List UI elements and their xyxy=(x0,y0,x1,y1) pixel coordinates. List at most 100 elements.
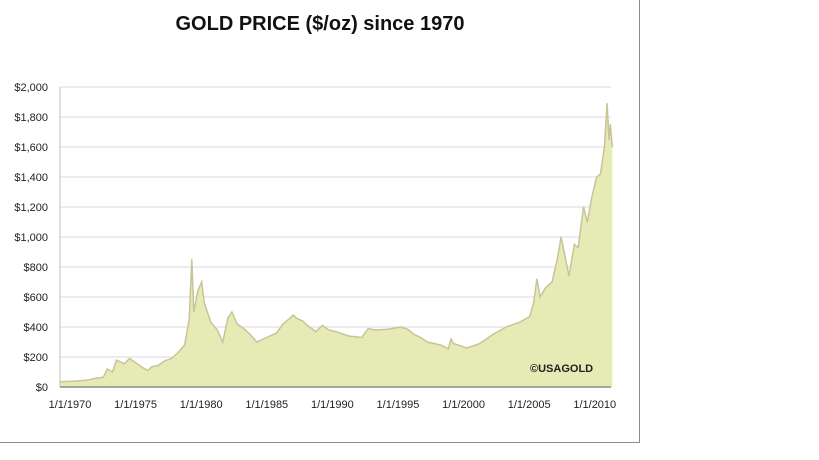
y-tick-label: $1,400 xyxy=(14,172,48,184)
data-point xyxy=(560,236,562,238)
data-point xyxy=(367,327,369,330)
y-tick-label: $600 xyxy=(24,292,48,304)
data-point xyxy=(606,102,608,105)
data-point xyxy=(475,344,477,346)
data-point xyxy=(177,351,179,354)
y-tick-label: $200 xyxy=(24,352,48,364)
data-point xyxy=(157,364,159,366)
x-tick-label: 1/1/1985 xyxy=(245,399,288,411)
data-point xyxy=(611,146,613,148)
y-tick-label: $1,800 xyxy=(14,112,48,124)
chart-title: GOLD PRICE ($/oz) since 1970 xyxy=(175,13,465,35)
data-point xyxy=(135,362,137,364)
data-point xyxy=(102,376,104,378)
data-point xyxy=(123,363,125,365)
data-point xyxy=(315,330,317,333)
x-tick-label: 1/1/2010 xyxy=(573,399,616,411)
data-point xyxy=(529,315,531,318)
x-tick-label: 1/1/1980 xyxy=(180,399,223,411)
chart-frame xyxy=(0,0,640,443)
data-point xyxy=(188,318,190,321)
x-tick-label: 1/1/1975 xyxy=(114,399,157,411)
data-point xyxy=(292,314,295,316)
data-point xyxy=(447,348,449,350)
y-tick-label: $800 xyxy=(24,262,48,274)
data-point xyxy=(603,146,606,148)
data-point xyxy=(201,281,203,283)
data-point xyxy=(551,281,553,283)
data-point xyxy=(111,371,114,373)
data-point xyxy=(420,336,422,339)
data-point xyxy=(282,323,284,325)
data-point xyxy=(536,278,538,280)
data-point xyxy=(321,324,323,327)
data-point xyxy=(193,311,195,313)
data-point xyxy=(400,326,402,328)
data-point xyxy=(269,335,271,337)
y-tick-label: $400 xyxy=(24,322,48,334)
data-point xyxy=(439,344,442,346)
data-point xyxy=(85,379,87,381)
data-point xyxy=(203,302,205,304)
data-point xyxy=(236,323,238,325)
data-point xyxy=(256,341,258,343)
data-point xyxy=(450,338,452,340)
data-point xyxy=(210,321,212,324)
data-point xyxy=(222,341,224,343)
y-tick-label: $1,600 xyxy=(14,142,48,154)
data-point xyxy=(227,317,229,319)
data-point xyxy=(231,311,233,313)
data-point xyxy=(599,173,602,175)
data-point xyxy=(151,366,153,368)
data-point xyxy=(426,341,428,343)
y-tick-label: $2,000 xyxy=(14,82,48,94)
data-point xyxy=(374,329,376,331)
data-point xyxy=(128,357,131,360)
data-point xyxy=(191,258,193,261)
x-tick-label: 1/1/1995 xyxy=(377,399,420,411)
data-point xyxy=(595,176,598,178)
data-point xyxy=(216,329,219,331)
data-point xyxy=(142,366,144,369)
x-axis-ticks: 1/1/1970 1/1/1975 1/1/1980 1/1/1985 1/1/1990… xyxy=(49,399,617,411)
data-point xyxy=(96,377,98,379)
y-tick-label: $1,200 xyxy=(14,202,48,214)
data-point xyxy=(328,329,330,331)
data-point xyxy=(492,333,494,336)
watermark-annotation: ©USAGOLD xyxy=(530,363,593,375)
data-point xyxy=(568,275,570,277)
data-point xyxy=(518,321,520,324)
x-tick-label: 1/1/1990 xyxy=(311,399,354,411)
data-point xyxy=(577,246,579,249)
data-point xyxy=(262,338,264,340)
data-point xyxy=(106,368,108,370)
data-point xyxy=(147,369,149,372)
x-tick-label: 1/1/1970 xyxy=(49,399,92,411)
data-point xyxy=(164,360,166,362)
data-point xyxy=(348,335,350,337)
y-tick-label: $1,000 xyxy=(14,232,48,244)
data-point xyxy=(197,290,199,292)
data-point xyxy=(505,326,507,328)
x-tick-label: 1/1/2000 xyxy=(442,399,485,411)
data-point xyxy=(582,206,585,208)
data-point xyxy=(387,328,389,330)
data-point xyxy=(556,258,558,261)
data-point xyxy=(243,327,245,330)
plot-area xyxy=(59,87,614,388)
data-point xyxy=(184,344,186,346)
data-point xyxy=(295,317,297,319)
x-tick-label: 1/1/2005 xyxy=(508,399,551,411)
data-point xyxy=(544,287,547,289)
data-point xyxy=(249,333,251,336)
data-point xyxy=(170,357,173,360)
data-point xyxy=(72,380,74,382)
data-point xyxy=(573,243,575,246)
price-area xyxy=(60,103,613,387)
y-tick-label: $0 xyxy=(36,382,48,394)
data-point xyxy=(413,333,415,336)
data-point xyxy=(308,326,310,328)
data-point xyxy=(361,336,363,339)
data-point xyxy=(407,328,409,330)
